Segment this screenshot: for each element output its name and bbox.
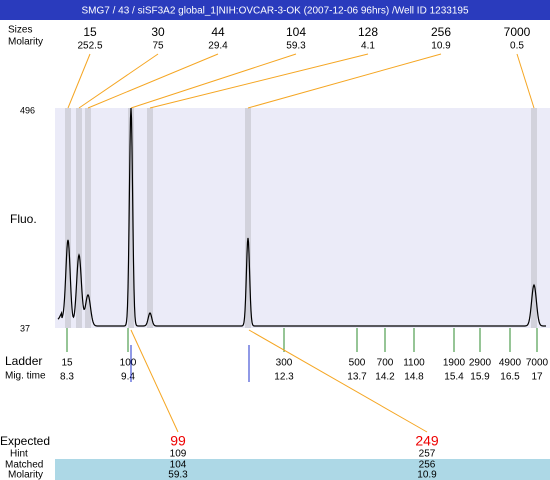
mig-time: 16.5	[500, 372, 520, 383]
ladder-size: 15	[61, 358, 73, 369]
expected-value: 249	[415, 433, 439, 449]
title-bar	[0, 0, 550, 20]
ladder-size: 700	[377, 358, 394, 369]
peak-size: 15	[83, 25, 97, 39]
ladder-size: 100	[120, 358, 137, 369]
peak-connector	[87, 53, 219, 109]
peak-connector	[67, 53, 91, 109]
result-connector	[248, 329, 428, 433]
peak-connector	[516, 53, 535, 109]
molarity-label: Molarity	[8, 37, 43, 48]
mig-time-label: Mig. time	[5, 371, 46, 382]
matched-label: Matched	[5, 460, 43, 471]
mig-time: 8.3	[60, 372, 74, 383]
ladder-size: 300	[276, 358, 293, 369]
mig-time: 9.4	[121, 372, 135, 383]
mig-time: 14.8	[404, 372, 424, 383]
molarity-value: 59.3	[168, 470, 188, 480]
peak-molarity: 252.5	[77, 41, 102, 52]
peak-molarity: 59.3	[286, 41, 306, 52]
mig-time: 12.3	[274, 372, 294, 383]
peak-connector	[149, 53, 369, 109]
mig-time: 17	[531, 372, 543, 383]
ladder-size: 500	[349, 358, 366, 369]
ladder-label: Ladder	[5, 354, 42, 368]
expected-value: 99	[170, 433, 186, 449]
peak-molarity: 0.5	[510, 41, 524, 52]
peak-band	[147, 108, 153, 328]
matched-row-bg	[55, 459, 550, 480]
expected-label: Expected	[0, 434, 50, 448]
matched-value: 104	[170, 460, 187, 471]
peak-size: 7000	[504, 25, 531, 39]
peak-molarity: 29.4	[208, 41, 228, 52]
hint-value: 257	[419, 449, 436, 460]
ladder-size: 7000	[526, 358, 549, 369]
peak-band	[85, 108, 91, 328]
mig-time: 13.7	[347, 372, 367, 383]
peak-size: 128	[358, 25, 378, 39]
size-label: Sizes	[8, 25, 32, 36]
trace	[57, 107, 546, 327]
peak-band	[245, 108, 251, 328]
peak-molarity: 4.1	[361, 41, 375, 52]
peak-size: 30	[151, 25, 165, 39]
peak-size: 256	[431, 25, 451, 39]
peak-connector	[247, 53, 442, 109]
ladder-size: 4900	[499, 358, 522, 369]
ladder-size: 1100	[403, 358, 425, 369]
mig-time: 15.4	[444, 372, 464, 383]
result-connector	[130, 329, 179, 433]
peak-size: 104	[286, 25, 306, 39]
ladder-size: 1900	[443, 358, 466, 369]
peak-molarity: 75	[152, 41, 164, 52]
hint-value: 109	[170, 449, 187, 460]
y-max: 496	[20, 105, 35, 115]
title: SMG7 / 43 / siSF3A2 global_1|NIH:OVCAR-3…	[81, 6, 468, 17]
matched-value: 256	[419, 460, 436, 471]
peak-band	[65, 108, 71, 328]
y-min: 37	[20, 323, 30, 333]
molarity-row-label: Molarity	[8, 470, 43, 480]
mig-time: 15.9	[470, 372, 490, 383]
peak-band	[76, 108, 82, 328]
mig-time: 14.2	[375, 372, 395, 383]
peak-size: 44	[211, 25, 225, 39]
peak-band	[531, 108, 537, 328]
ladder-size: 2900	[469, 358, 492, 369]
peak-band	[128, 108, 134, 328]
hint-label: Hint	[10, 449, 28, 460]
peak-molarity: 10.9	[431, 41, 451, 52]
y-label: Fluo.	[10, 212, 37, 226]
peak-connector	[130, 53, 297, 109]
molarity-value: 10.9	[417, 470, 437, 480]
plot-area	[55, 108, 550, 328]
peak-connector	[78, 53, 159, 109]
